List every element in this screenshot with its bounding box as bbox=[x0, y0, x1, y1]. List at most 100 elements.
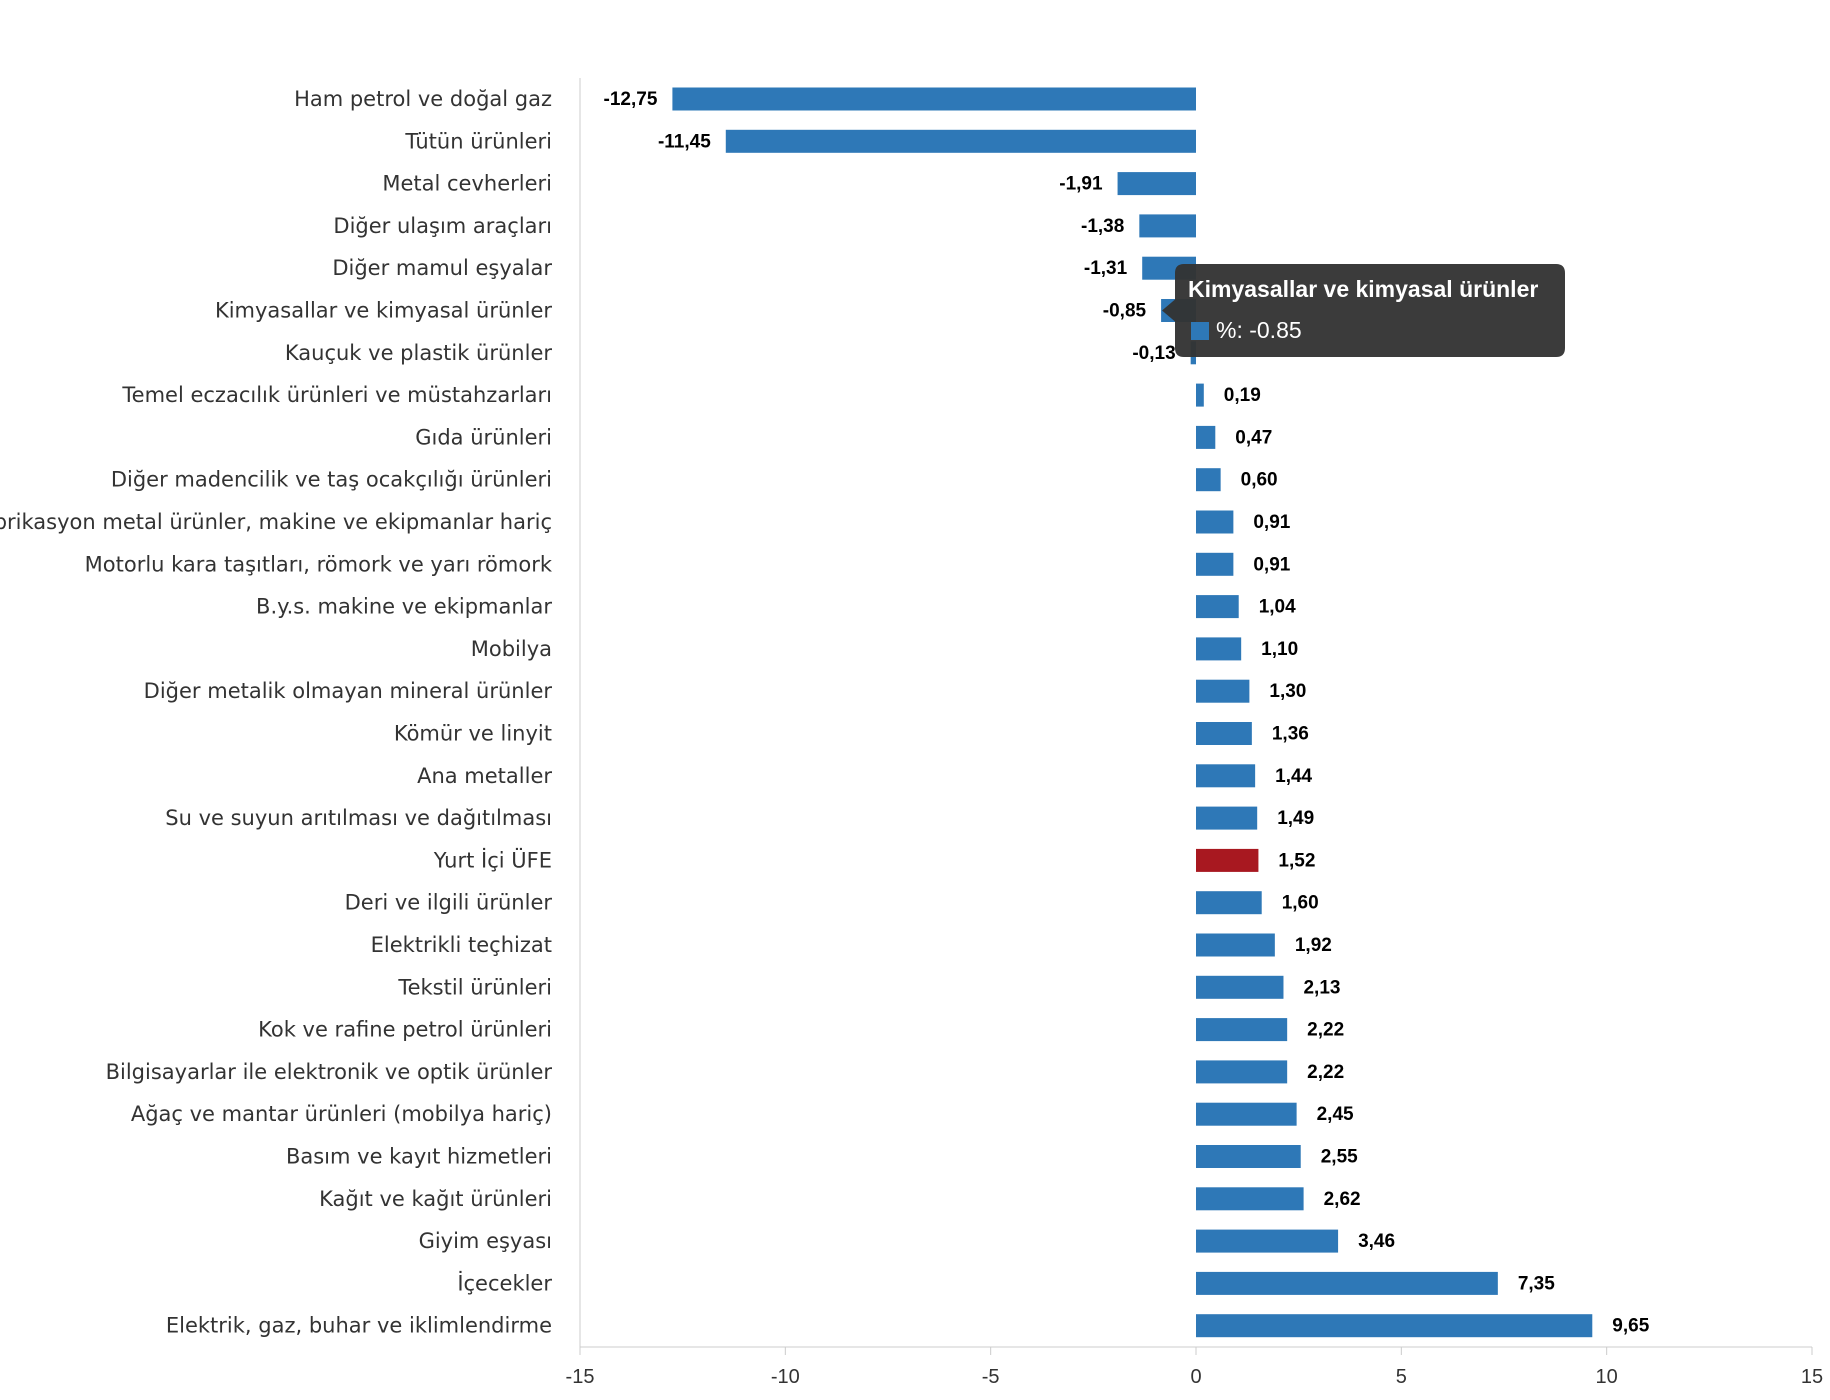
data-label: -1,91 bbox=[1059, 174, 1103, 195]
data-label: -0,85 bbox=[1103, 301, 1147, 322]
tooltip-value: %: -0.85 bbox=[1216, 317, 1302, 343]
category-label: Bilgisayarlar ile elektronik ve optik ür… bbox=[106, 1060, 553, 1084]
x-axis-ticks: -15 -10 -5 0 5 10 15 bbox=[566, 1347, 1823, 1388]
bar[interactable] bbox=[725, 129, 1196, 153]
tooltip-series-swatch bbox=[1191, 322, 1209, 340]
data-label: 2,22 bbox=[1307, 1020, 1344, 1041]
category-label: Kok ve rafine petrol ürünleri bbox=[258, 1018, 552, 1042]
bar[interactable] bbox=[672, 87, 1196, 111]
bar[interactable] bbox=[1196, 1145, 1301, 1168]
bar[interactable] bbox=[1196, 764, 1256, 788]
category-label: Kauçuk ve plastik ürünler bbox=[285, 341, 552, 365]
category-label: Gıda ürünleri bbox=[415, 425, 552, 449]
category-label: Kömür ve linyit bbox=[394, 722, 552, 746]
data-label: 2,45 bbox=[1317, 1104, 1354, 1125]
bar[interactable] bbox=[1196, 425, 1216, 449]
x-tick-label: -15 bbox=[566, 1366, 595, 1388]
category-label: Motorlu kara taşıtları, römork ve yarı r… bbox=[85, 552, 553, 576]
category-label: Diğer metalik olmayan mineral ürünler bbox=[144, 679, 553, 703]
data-label: 9,65 bbox=[1612, 1316, 1649, 1337]
category-label: Su ve suyun arıtılması ve dağıtılması bbox=[165, 806, 552, 830]
category-label: Elektrik, gaz, buhar ve iklimlendirme bbox=[166, 1314, 552, 1338]
bar[interactable] bbox=[1196, 1229, 1339, 1253]
bar[interactable] bbox=[1196, 1060, 1288, 1084]
data-label: -1,38 bbox=[1081, 216, 1124, 237]
bar[interactable] bbox=[1196, 552, 1234, 576]
category-label: Ham petrol ve doğal gaz bbox=[294, 87, 552, 111]
category-label: Deri ve ilgili ürünler bbox=[345, 891, 553, 915]
category-label: B.y.s. makine ve ekipmanlar bbox=[256, 595, 552, 619]
category-label: Ana metaller bbox=[417, 764, 552, 788]
category-label: Diğer ulaşım araçları bbox=[333, 214, 552, 238]
x-tick-label: 5 bbox=[1396, 1366, 1407, 1388]
data-label: 2,13 bbox=[1303, 977, 1340, 998]
x-tick-label: -5 bbox=[982, 1366, 1000, 1388]
category-label: Tekstil ürünleri bbox=[397, 975, 552, 999]
bar[interactable] bbox=[1196, 1018, 1288, 1042]
data-label: 1,04 bbox=[1259, 597, 1296, 618]
bar[interactable] bbox=[1196, 722, 1252, 745]
value-labels: -12,75-11,45 -1,91 -1,38 -1,31 -0,85 -0,13 0,1… bbox=[604, 89, 1650, 1337]
data-label: 7,35 bbox=[1518, 1273, 1555, 1294]
x-tick-label: -10 bbox=[771, 1366, 800, 1388]
data-label: 0,60 bbox=[1241, 470, 1278, 491]
bar[interactable] bbox=[1196, 891, 1262, 915]
data-label: 1,52 bbox=[1278, 850, 1315, 871]
category-label: Basım ve kayıt hizmetleri bbox=[286, 1145, 552, 1169]
category-label: Mobilya bbox=[471, 637, 552, 661]
bar[interactable] bbox=[1117, 172, 1196, 196]
data-label: 0,91 bbox=[1253, 554, 1290, 575]
category-label: Giyim eşyası bbox=[419, 1229, 552, 1253]
category-label: Diğer madencilik ve taş ocakçılığı ürünl… bbox=[111, 468, 552, 492]
x-tick-label: 15 bbox=[1801, 1366, 1823, 1388]
data-label: 1,60 bbox=[1282, 893, 1319, 914]
bar[interactable] bbox=[1196, 637, 1242, 661]
bar[interactable] bbox=[1196, 848, 1259, 872]
data-label: 1,36 bbox=[1272, 724, 1309, 745]
category-label: İçecekler bbox=[457, 1270, 552, 1295]
category-label: Metal cevherleri bbox=[382, 172, 552, 196]
data-label: 1,92 bbox=[1295, 935, 1332, 956]
data-label: 3,46 bbox=[1358, 1231, 1395, 1252]
category-label: Fabrikasyon metal ürünler, makine ve eki… bbox=[0, 510, 552, 534]
data-label: -11,45 bbox=[658, 131, 711, 152]
data-label: 1,30 bbox=[1269, 681, 1306, 702]
data-label: 1,44 bbox=[1275, 766, 1312, 787]
bar[interactable] bbox=[1196, 1314, 1593, 1338]
category-label: Elektrikli teçhizat bbox=[371, 933, 552, 957]
bar[interactable] bbox=[1139, 214, 1196, 238]
bar[interactable] bbox=[1196, 933, 1275, 957]
data-label: -1,31 bbox=[1084, 258, 1128, 279]
bar[interactable] bbox=[1196, 1271, 1498, 1295]
data-label: 0,91 bbox=[1253, 512, 1290, 533]
category-labels: Ham petrol ve doğal gaz Tütün ürünleri Met… bbox=[0, 87, 553, 1338]
category-label: Kağıt ve kağıt ürünleri bbox=[319, 1187, 552, 1211]
tooltip-box bbox=[1162, 264, 1565, 357]
bar[interactable] bbox=[1196, 510, 1234, 534]
bar[interactable] bbox=[1196, 1102, 1297, 1126]
bar[interactable] bbox=[1196, 468, 1221, 492]
category-label: Kimyasallar ve kimyasal ürünler bbox=[215, 299, 552, 323]
bar[interactable] bbox=[1196, 383, 1204, 407]
category-label: Yurt İçi ÜFE bbox=[433, 847, 552, 872]
bar[interactable] bbox=[1196, 806, 1258, 830]
data-label: 2,55 bbox=[1321, 1147, 1358, 1168]
bar[interactable] bbox=[1196, 595, 1239, 619]
data-label: 2,22 bbox=[1307, 1062, 1344, 1083]
category-label: Diğer mamul eşyalar bbox=[332, 256, 552, 280]
x-tick-label: 10 bbox=[1596, 1366, 1618, 1388]
category-label: Tütün ürünleri bbox=[404, 129, 552, 153]
data-label: -12,75 bbox=[604, 89, 658, 110]
category-label: Temel eczacılık ürünleri ve müstahzarlar… bbox=[121, 383, 552, 407]
data-label: 2,62 bbox=[1324, 1189, 1361, 1210]
category-label: Ağaç ve mantar ürünleri (mobilya hariç) bbox=[131, 1102, 552, 1126]
data-label: 1,49 bbox=[1277, 808, 1314, 829]
tooltip: Kimyasallar ve kimyasal ürünler %: -0.85 bbox=[1162, 264, 1565, 357]
x-tick-label: 0 bbox=[1190, 1366, 1201, 1388]
bar[interactable] bbox=[1196, 975, 1284, 999]
bar[interactable] bbox=[1196, 1187, 1304, 1211]
tooltip-title: Kimyasallar ve kimyasal ürünler bbox=[1188, 276, 1538, 302]
bar[interactable] bbox=[1196, 679, 1250, 703]
